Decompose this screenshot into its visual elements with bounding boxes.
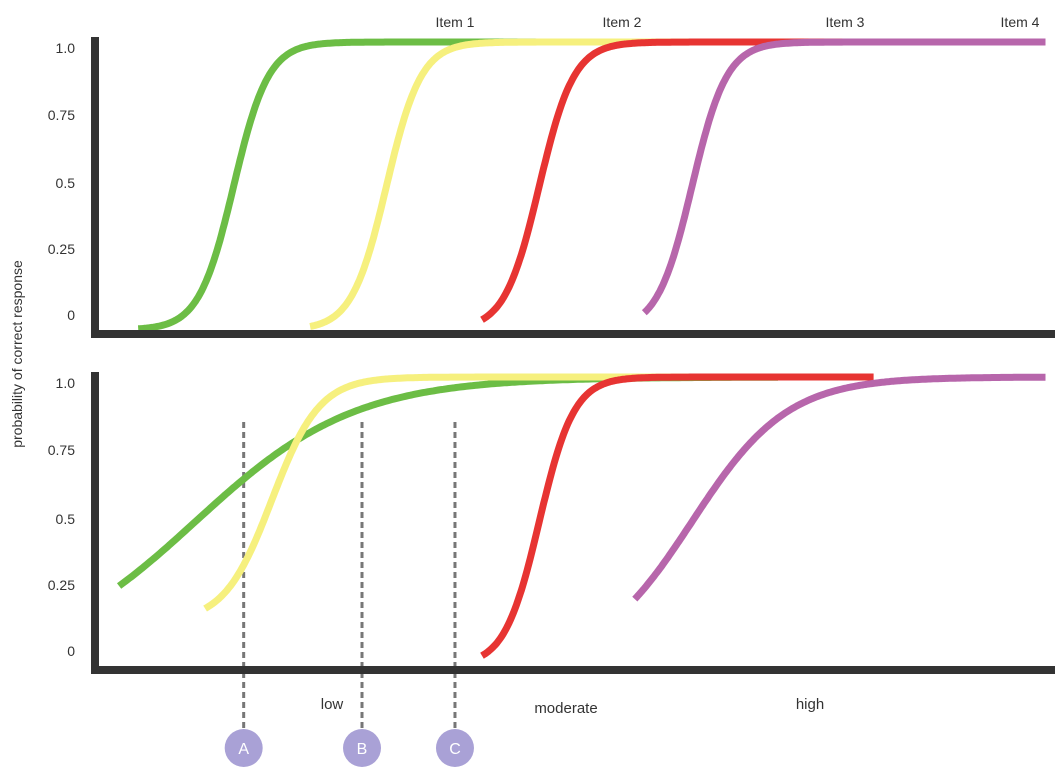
- band-label-moderate: moderate: [534, 700, 597, 717]
- bottom-tick-label-0-5: 0.5: [56, 511, 76, 527]
- reference-lines: [242, 422, 457, 733]
- bottom-curve-item-3: [480, 373, 876, 659]
- band-label-low: low: [321, 696, 344, 713]
- ability-band-labels: low moderate high: [321, 696, 824, 717]
- bottom-curves: [116, 373, 1048, 659]
- marker-c-label: C: [449, 741, 461, 758]
- bottom-tick-label-0-25: 0.25: [48, 577, 75, 593]
- bottom-curve-item-2: [203, 373, 713, 612]
- top-curve-item-3: [480, 38, 876, 323]
- top-curves: [136, 38, 1048, 333]
- item-1-label: Item 1: [436, 14, 475, 30]
- top-tick-label-1-0: 1.0: [56, 40, 76, 56]
- bottom-curve-item-4: [632, 373, 1048, 602]
- item-2-label: Item 2: [603, 14, 642, 30]
- y-axis-title: probability of correct response: [9, 260, 25, 448]
- bottom-tick-label-0: 0: [67, 643, 75, 659]
- bottom-tick-label-0-75: 0.75: [48, 442, 75, 458]
- top-curve-item-1: [136, 38, 542, 333]
- band-label-high: high: [796, 696, 824, 713]
- marker-b-circle: [343, 729, 382, 767]
- top-tick-label-0-5: 0.5: [56, 175, 76, 191]
- top-tick-label-0-75: 0.75: [48, 107, 75, 123]
- bottom-tick-label-1-0: 1.0: [56, 375, 76, 391]
- item-4-label: Item 4: [1001, 14, 1040, 30]
- top-axes: [91, 37, 1055, 338]
- ability-markers: A B C: [224, 729, 474, 767]
- item-3-label: Item 3: [826, 14, 865, 30]
- marker-b-label: B: [357, 741, 368, 758]
- bottom-axes: [91, 372, 1055, 674]
- marker-c-circle: [435, 729, 474, 767]
- bottom-panel: 1.0 0.75 0.5 0.25 0 low moderate high A B…: [48, 372, 1055, 767]
- top-item-labels: Item 1 Item 2 Item 3 Item 4: [436, 14, 1040, 30]
- top-tick-label-0: 0: [67, 307, 75, 323]
- top-tick-label-0-25: 0.25: [48, 241, 75, 257]
- bottom-y-tick-labels: 1.0 0.75 0.5 0.25 0: [48, 375, 75, 659]
- top-curve-item-4: [641, 38, 1048, 316]
- marker-a-label: A: [238, 741, 249, 758]
- marker-a-circle: [224, 729, 263, 767]
- top-panel: 1.0 0.75 0.5 0.25 0 Item 1 Item 2 Item 3…: [48, 14, 1055, 338]
- top-y-tick-labels: 1.0 0.75 0.5 0.25 0: [48, 40, 75, 323]
- bottom-curve-item-1: [116, 373, 779, 589]
